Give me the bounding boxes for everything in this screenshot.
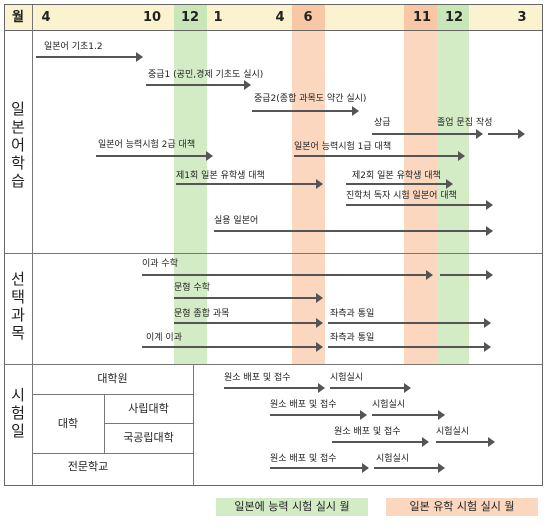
legend-eju: 일본 유학 시험 실시 월 [386,498,538,516]
apply-label: 원소 배포 및 접수 [334,427,401,437]
bar-label: 졸업 문집 작성 [437,118,493,128]
exam-table-divider [193,364,194,486]
month-label: 10 [142,10,162,25]
exam-arrow [224,383,325,393]
left-column-divider [32,31,33,486]
header-eju-band-1 [292,5,325,30]
test-label: 시험실시 [436,427,470,437]
month-label: 11 [412,10,432,25]
month-label: 12 [444,10,464,25]
bar-label: 상급 [374,118,391,128]
bar-label: 실용 일본어 [214,216,259,226]
bar-arrow [96,151,213,161]
exam-college: 전문학교 [67,460,109,473]
bar-label: 일본어 능력시험 2급 대책 [98,140,196,150]
header-title: 월 [12,10,24,25]
bar-arrow [174,318,323,328]
section-divider [4,364,543,365]
jlpt-band-2 [437,31,469,364]
bar-arrow [142,270,433,280]
bar-label: 중급2(종합 과목도 약간 실시) [254,94,367,104]
header-jlpt-band [174,5,207,30]
month-label: 4 [275,10,285,25]
bar-arrow [174,293,323,303]
bar-label: 제2회 일본 유학생 대책 [352,171,441,181]
bar-label: 문형 수학 [174,283,210,293]
bar-arrow [328,342,491,352]
month-label: 4 [41,10,51,25]
exam-arrow [270,463,369,473]
exam-row-divider [104,423,194,424]
test-label: 시험실시 [376,454,410,464]
header-jlpt-band-2 [437,5,469,30]
bar-label: 제1회 일본 유학생 대책 [176,171,265,181]
exam-graduate: 대학원 [97,372,128,385]
timeline-frame [4,4,543,486]
bar-label: 이과 수학 [142,259,178,269]
test-label: 시험실시 [330,373,364,383]
bar-arrow [252,106,359,116]
apply-label: 원소 배포 및 접수 [224,373,291,383]
exam-row-divider [32,453,194,454]
bar-arrow [142,342,323,352]
bar-arrow [372,129,483,139]
eju-band-1 [292,31,325,364]
bar-arrow [176,179,323,189]
month-label: 6 [303,10,313,25]
bar-label: 일본어 기초1.2 [44,42,103,52]
bar-arrow [328,318,491,328]
bar-arrow [346,179,453,189]
bar-label: 일본어 능력시험 1급 대책 [294,142,392,152]
exam-university: 대학 [57,417,79,430]
header-eju-band-2 [404,5,437,30]
bar-arrow [294,151,465,161]
bar-label: 진학처 독자 시험 일본어 대책 [346,191,457,201]
month-label: 3 [517,10,527,25]
exam-public-university: 국공립대학 [123,431,174,444]
section-divider [4,253,543,254]
exam-arrow [270,410,367,420]
bar-label: 이계 이과 [146,333,182,343]
exam-arrow [372,410,445,420]
apply-label: 원소 배포 및 접수 [270,400,337,410]
jlpt-band [174,31,207,364]
section-japanese: 일본어학습 [11,100,25,190]
exam-row-divider [32,394,194,395]
bar-label: 문형 종합 과목 [174,309,230,319]
month-label: 12 [180,10,200,25]
eju-band-2 [404,31,437,364]
header-divider [32,4,33,31]
exam-arrow [374,463,445,473]
exam-private-university: 사립대학 [128,402,169,415]
section-exam: 시험일 [11,386,25,440]
bar-arrow [488,129,525,139]
bar-arrow [146,80,251,90]
bar-arrow [440,270,493,280]
bar-label: 중급1 (공민,경제 기초도 실시) [148,70,264,80]
exam-arrow [436,437,495,447]
test-label: 시험실시 [372,400,406,410]
exam-col-divider [104,394,105,453]
bar-arrow [36,52,143,62]
exam-arrow [330,383,411,393]
exam-arrow [332,437,429,447]
section-elective: 선택과목 [11,270,25,342]
apply-label: 원소 배포 및 접수 [270,454,337,464]
month-label: 1 [213,10,223,25]
bar-label: 좌측과 통일 [330,333,375,343]
bar-arrow [346,200,493,210]
bar-label: 좌측과 통일 [330,309,375,319]
bar-arrow [214,226,493,236]
legend-jlpt: 일본에 능력 시험 실시 월 [216,498,368,516]
